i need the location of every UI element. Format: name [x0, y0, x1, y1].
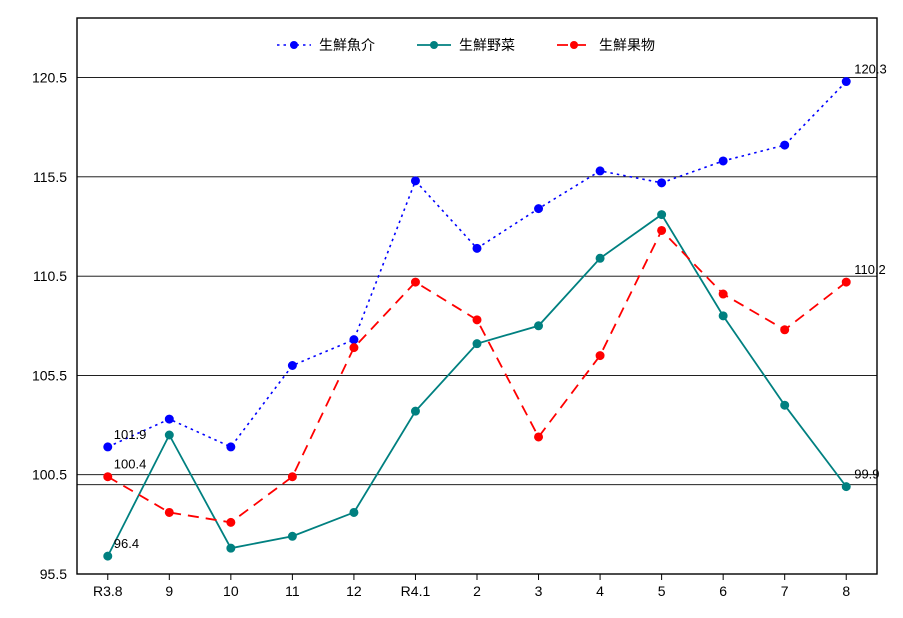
series-marker	[350, 344, 358, 352]
series-marker	[842, 78, 850, 86]
plot-border	[77, 18, 877, 574]
x-tick-label: 7	[781, 583, 789, 599]
series-marker	[165, 415, 173, 423]
last-label: 110.2	[854, 262, 886, 277]
series-marker	[227, 544, 235, 552]
series-marker	[658, 226, 666, 234]
legend-marker	[290, 41, 298, 49]
series-marker	[842, 278, 850, 286]
x-tick-label: 6	[719, 583, 727, 599]
series-marker	[719, 157, 727, 165]
x-tick-label: 2	[473, 583, 481, 599]
series-marker	[411, 278, 419, 286]
series-marker	[781, 401, 789, 409]
series-marker	[350, 508, 358, 516]
series-marker	[473, 244, 481, 252]
x-tick-label: 4	[596, 583, 604, 599]
series-marker	[411, 407, 419, 415]
series-marker	[350, 336, 358, 344]
series-marker	[658, 211, 666, 219]
series-marker	[781, 326, 789, 334]
x-tick-label: 10	[223, 583, 239, 599]
x-tick-label: 9	[165, 583, 173, 599]
y-tick-label: 120.5	[32, 70, 67, 86]
series-marker	[104, 552, 112, 560]
series-line-1	[108, 215, 846, 557]
series-marker	[411, 177, 419, 185]
series-marker	[596, 352, 604, 360]
series-marker	[719, 312, 727, 320]
y-tick-label: 95.5	[40, 566, 67, 582]
legend-marker	[430, 41, 438, 49]
series-marker	[165, 508, 173, 516]
x-tick-label: 8	[842, 583, 850, 599]
last-label: 99.9	[854, 467, 879, 482]
series-marker	[104, 473, 112, 481]
line-chart: 95.5 100.5 105.5 110.5 115.5 120.5 R3.8 9 10 11 12…	[0, 0, 903, 618]
series-marker	[288, 362, 296, 370]
series-marker	[596, 167, 604, 175]
series-marker	[473, 316, 481, 324]
series-marker	[596, 254, 604, 262]
series-marker	[227, 443, 235, 451]
series-marker	[104, 443, 112, 451]
y-tick-label: 110.5	[33, 268, 67, 284]
series-marker	[535, 205, 543, 213]
y-tick-label: 105.5	[32, 367, 67, 383]
chart-svg: 95.5 100.5 105.5 110.5 115.5 120.5 R3.8 9 10 11 12…	[0, 0, 903, 618]
series-marker	[473, 340, 481, 348]
first-label: 101.9	[114, 427, 147, 442]
legend-label: 生鮮果物	[599, 37, 655, 53]
legend-marker	[570, 41, 578, 49]
x-tick-label: 11	[285, 583, 300, 599]
series-line-0	[108, 82, 846, 447]
series-line-2	[108, 230, 846, 522]
first-label: 96.4	[114, 536, 139, 551]
series-marker	[288, 473, 296, 481]
series-marker	[227, 518, 235, 526]
x-tick-label: 5	[658, 583, 666, 599]
y-tick-label: 100.5	[32, 467, 67, 483]
x-tick-label: R4.1	[401, 583, 431, 599]
series-marker	[535, 322, 543, 330]
series-marker	[535, 433, 543, 441]
series-marker	[719, 290, 727, 298]
series-marker	[842, 483, 850, 491]
x-tick-label: 3	[535, 583, 543, 599]
x-tick-label: R3.8	[93, 583, 123, 599]
series-marker	[658, 179, 666, 187]
first-label: 100.4	[114, 457, 147, 472]
series-marker	[781, 141, 789, 149]
series-marker	[165, 431, 173, 439]
y-tick-label: 115.5	[33, 169, 67, 185]
series-marker	[288, 532, 296, 540]
x-tick-label: 12	[346, 583, 362, 599]
legend-label: 生鮮魚介	[319, 37, 375, 53]
last-label: 120.3	[854, 62, 887, 77]
legend-label: 生鮮野菜	[459, 37, 515, 53]
